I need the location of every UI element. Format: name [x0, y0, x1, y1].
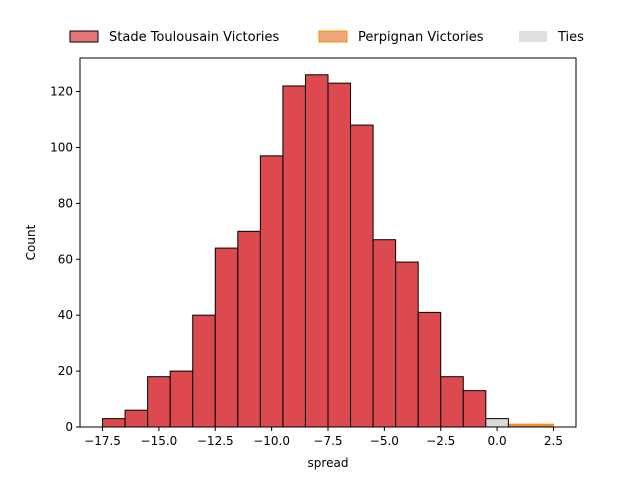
bars-layer — [102, 74, 554, 428]
bar-1-10 — [304, 74, 329, 428]
y-axis-title: Count — [24, 224, 38, 260]
legend-label-2: Perpignan Victories — [358, 30, 484, 45]
x-tick-label: −7.5 — [313, 434, 342, 448]
x-tick-label: −17.5 — [84, 434, 121, 448]
x-tick-label: 2.5 — [544, 434, 563, 448]
x-axis-title: spread — [308, 456, 349, 470]
x-tick-label: 0.0 — [488, 434, 507, 448]
y-tick-label: 100 — [50, 140, 73, 154]
y-tick-label: 40 — [58, 308, 73, 322]
y-tick-label: 0 — [65, 420, 73, 434]
bar-1-2 — [124, 409, 149, 428]
bar-1-11 — [327, 82, 352, 428]
bar-1-5 — [192, 314, 216, 428]
x-tick-label: −5.0 — [370, 434, 399, 448]
bar-1-15 — [417, 311, 442, 428]
legend-swatch-2 — [318, 30, 348, 43]
y-tick-label: 120 — [50, 85, 73, 99]
bar-1-3 — [147, 376, 171, 428]
bar-1-4 — [169, 370, 194, 428]
x-tick-label: −10.0 — [253, 434, 290, 448]
y-tick-label: 60 — [58, 252, 73, 266]
x-axis: −17.5 −15.0 −12.5 −10.0 −7.5 −5.0 −2.5 0.0 2.5 — [84, 427, 563, 448]
bar-1-7 — [237, 230, 261, 428]
legend-label-1: Stade Toulousain Victories — [109, 30, 280, 45]
legend: Stade Toulousain Victories Perpignan Vict… — [69, 30, 584, 45]
bar-1-17 — [462, 390, 487, 428]
legend-label-3: Ties — [557, 30, 584, 45]
y-tick-label: 80 — [58, 196, 73, 210]
bar-1-6 — [214, 247, 239, 428]
x-tick-label: −15.0 — [141, 434, 178, 448]
bar-1-13 — [372, 239, 397, 428]
bar-3-1 — [485, 418, 509, 428]
x-tick-label: −2.5 — [426, 434, 455, 448]
bar-1-1 — [102, 418, 126, 428]
y-axis: 0 20 40 60 80 100 120 — [50, 85, 80, 434]
bar-1-12 — [350, 124, 374, 428]
bar-1-16 — [440, 376, 464, 428]
bar-1-14 — [395, 261, 419, 428]
bar-1-8 — [259, 155, 284, 428]
y-tick-label: 20 — [58, 364, 73, 378]
x-tick-label: −12.5 — [197, 434, 234, 448]
legend-swatch-3 — [519, 31, 547, 42]
legend-swatch-1 — [69, 30, 99, 43]
bar-1-9 — [282, 85, 306, 428]
